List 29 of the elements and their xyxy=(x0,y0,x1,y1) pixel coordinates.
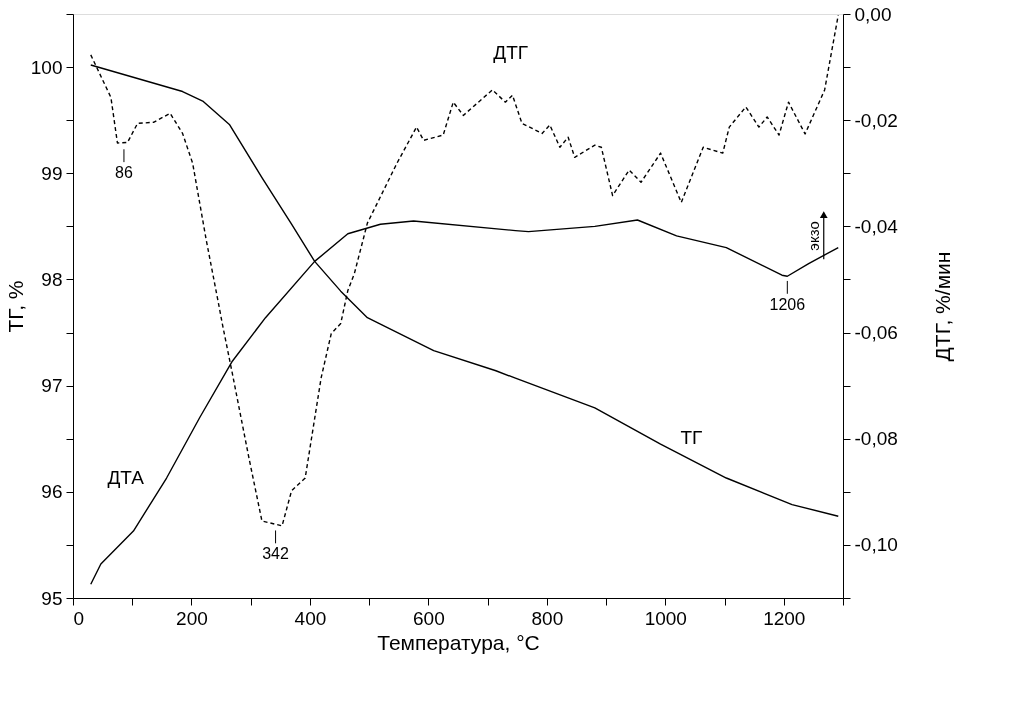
y2-axis-title: ДТГ, %/мин xyxy=(930,251,954,362)
series-label: ДТА xyxy=(107,467,145,489)
y2-tick-label: -0,10 xyxy=(854,534,898,556)
x-tick-label: 1000 xyxy=(644,607,687,629)
series-label: ДТГ xyxy=(493,42,529,64)
y-tick-label: 95 xyxy=(41,587,63,609)
x-tick-label: 800 xyxy=(531,607,564,629)
y2-tick-label: -0,04 xyxy=(854,215,899,237)
x-tick-label: 400 xyxy=(294,607,327,629)
y-tick-label: 98 xyxy=(41,268,63,290)
x-tick-label: 1200 xyxy=(763,607,806,629)
y2-tick-label: -0,08 xyxy=(854,428,898,450)
y-tick-label: 100 xyxy=(30,56,63,78)
y-tick-label: 97 xyxy=(41,375,63,397)
annotation: 86 xyxy=(115,164,133,182)
x-tick-label: 600 xyxy=(413,607,445,629)
y-axis-title: ТГ, % xyxy=(3,280,27,333)
x-tick-label: 0 xyxy=(73,607,85,629)
y2-tick-label: 0,00 xyxy=(854,3,892,25)
x-axis-title: Температура, °C xyxy=(377,630,540,654)
annotation: 342 xyxy=(262,545,290,563)
y2-tick-label: -0,02 xyxy=(854,109,898,131)
y-tick-label: 96 xyxy=(41,481,63,503)
annotation: 1206 xyxy=(769,295,806,313)
annotation: экзо xyxy=(804,221,822,251)
y2-tick-label: -0,06 xyxy=(854,322,898,344)
x-tick-label: 200 xyxy=(176,607,208,629)
y-tick-label: 99 xyxy=(41,162,63,184)
series-label: ТГ xyxy=(680,426,703,448)
